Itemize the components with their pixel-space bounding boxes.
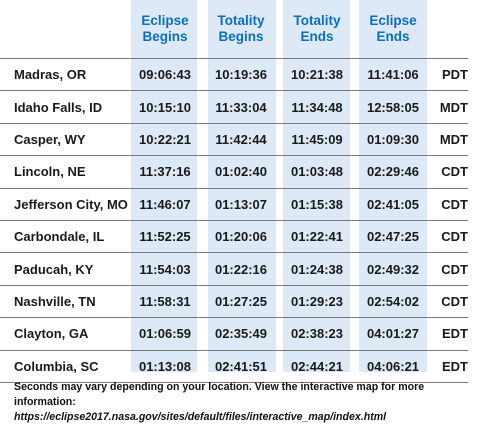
totality-begins-cell: 11:33:04	[203, 90, 279, 124]
eclipse-begins-cell: 11:37:16	[127, 155, 203, 189]
city-cell: Columbia, SC	[0, 349, 127, 383]
timezone-cell: CDT	[431, 252, 468, 286]
totality-ends-cell: 10:21:38	[279, 57, 355, 91]
header-totality-begins-line1: Totality	[217, 13, 265, 28]
table-header-row: Eclipse Begins Totality Begins Totality …	[0, 0, 468, 59]
eclipse-begins-cell: 10:15:10	[127, 90, 203, 124]
timezone-cell: CDT	[431, 187, 468, 221]
timezone-cell: MDT	[431, 122, 468, 156]
header-totality-ends-line2: Ends	[300, 29, 334, 44]
eclipse-ends-cell: 02:41:05	[355, 187, 431, 221]
eclipse-ends-cell: 02:29:46	[355, 155, 431, 189]
eclipse-ends-cell: 02:54:02	[355, 284, 431, 318]
city-cell: Madras, OR	[0, 57, 127, 91]
totality-begins-cell: 01:13:07	[203, 187, 279, 221]
eclipse-begins-cell: 11:46:07	[127, 187, 203, 221]
totality-begins-cell: 01:22:16	[203, 252, 279, 286]
city-cell: Casper, WY	[0, 122, 127, 156]
eclipse-ends-cell: 04:06:21	[355, 349, 431, 383]
timezone-cell: EDT	[431, 317, 468, 351]
table-row: Lincoln, NE 11:37:16 01:02:40 01:03:48 0…	[0, 155, 468, 189]
city-cell: Carbondale, IL	[0, 219, 127, 253]
city-cell: Jefferson City, MO	[0, 187, 128, 221]
header-eclipse-ends: Eclipse Ends	[355, 0, 431, 59]
table-row: Casper, WY 10:22:21 11:42:44 11:45:09 01…	[0, 122, 468, 156]
eclipse-ends-cell: 02:49:32	[355, 252, 431, 286]
header-totality-ends-line1: Totality	[293, 13, 341, 28]
table-row: Nashville, TN 11:58:31 01:27:25 01:29:23…	[0, 284, 468, 318]
header-timezone	[431, 0, 468, 59]
eclipse-begins-cell: 11:58:31	[127, 284, 203, 318]
footnote-text: Seconds may vary depending on your locat…	[14, 381, 425, 408]
header-totality-begins: Totality Begins	[203, 0, 279, 59]
eclipse-ends-cell: 04:01:27	[355, 317, 431, 351]
totality-begins-cell: 01:20:06	[203, 219, 279, 253]
header-eclipse-begins-line2: Begins	[142, 29, 188, 44]
table-row: Madras, OR 09:06:43 10:19:36 10:21:38 11…	[0, 57, 468, 91]
table-row: Clayton, GA 01:06:59 02:35:49 02:38:23 0…	[0, 317, 468, 351]
eclipse-begins-cell: 01:13:08	[127, 349, 203, 383]
totality-ends-cell: 01:29:23	[279, 284, 355, 318]
totality-ends-cell: 02:44:21	[279, 349, 355, 383]
timezone-cell: MDT	[431, 90, 468, 124]
header-totality-ends: Totality Ends	[279, 0, 355, 59]
totality-ends-cell: 01:22:41	[279, 219, 355, 253]
header-eclipse-begins: Eclipse Begins	[127, 0, 203, 59]
totality-ends-cell: 02:38:23	[279, 317, 355, 351]
header-eclipse-ends-line1: Eclipse	[369, 13, 417, 28]
eclipse-begins-cell: 10:22:21	[127, 122, 203, 156]
table-row: Columbia, SC 01:13:08 02:41:51 02:44:21 …	[0, 349, 468, 383]
totality-begins-cell: 11:42:44	[203, 122, 279, 156]
eclipse-begins-cell: 11:54:03	[127, 252, 203, 286]
city-cell: Idaho Falls, ID	[0, 90, 127, 124]
totality-ends-cell: 01:24:38	[279, 252, 355, 286]
totality-ends-cell: 11:45:09	[279, 122, 355, 156]
timezone-cell: CDT	[431, 284, 468, 318]
footnote: Seconds may vary depending on your locat…	[14, 380, 474, 425]
totality-begins-cell: 02:35:49	[203, 317, 279, 351]
eclipse-begins-cell: 09:06:43	[127, 57, 203, 91]
totality-ends-cell: 01:15:38	[279, 187, 355, 221]
timezone-cell: CDT	[431, 219, 468, 253]
map-url-link[interactable]: https://eclipse2017.nasa.gov/sites/defau…	[14, 411, 387, 423]
table-row: Idaho Falls, ID 10:15:10 11:33:04 11:34:…	[0, 90, 468, 124]
totality-begins-cell: 02:41:51	[203, 349, 279, 383]
totality-begins-cell: 10:19:36	[203, 57, 279, 91]
table-row: Jefferson City, MO 11:46:07 01:13:07 01:…	[0, 187, 468, 221]
header-city	[0, 0, 127, 59]
eclipse-begins-cell: 01:06:59	[127, 317, 203, 351]
eclipse-begins-cell: 11:52:25	[127, 219, 203, 253]
city-cell: Paducah, KY	[0, 252, 127, 286]
table-row: Carbondale, IL 11:52:25 01:20:06 01:22:4…	[0, 219, 468, 253]
eclipse-ends-cell: 01:09:30	[355, 122, 431, 156]
totality-begins-cell: 01:27:25	[203, 284, 279, 318]
eclipse-ends-cell: 02:47:25	[355, 219, 431, 253]
totality-begins-cell: 01:02:40	[203, 155, 279, 189]
eclipse-ends-cell: 12:58:05	[355, 90, 431, 124]
eclipse-times-table: Eclipse Begins Totality Begins Totality …	[0, 0, 468, 383]
timezone-cell: PDT	[431, 57, 468, 91]
timezone-cell: EDT	[431, 349, 468, 383]
header-totality-begins-line2: Begins	[218, 29, 264, 44]
totality-ends-cell: 01:03:48	[279, 155, 355, 189]
header-eclipse-ends-line2: Ends	[376, 29, 410, 44]
city-cell: Nashville, TN	[0, 284, 127, 318]
eclipse-ends-cell: 11:41:06	[355, 57, 431, 91]
header-eclipse-begins-line1: Eclipse	[141, 13, 189, 28]
city-cell: Clayton, GA	[0, 317, 127, 351]
city-cell: Lincoln, NE	[0, 155, 127, 189]
table-row: Paducah, KY 11:54:03 01:22:16 01:24:38 0…	[0, 252, 468, 286]
timezone-cell: CDT	[431, 155, 468, 189]
totality-ends-cell: 11:34:48	[279, 90, 355, 124]
